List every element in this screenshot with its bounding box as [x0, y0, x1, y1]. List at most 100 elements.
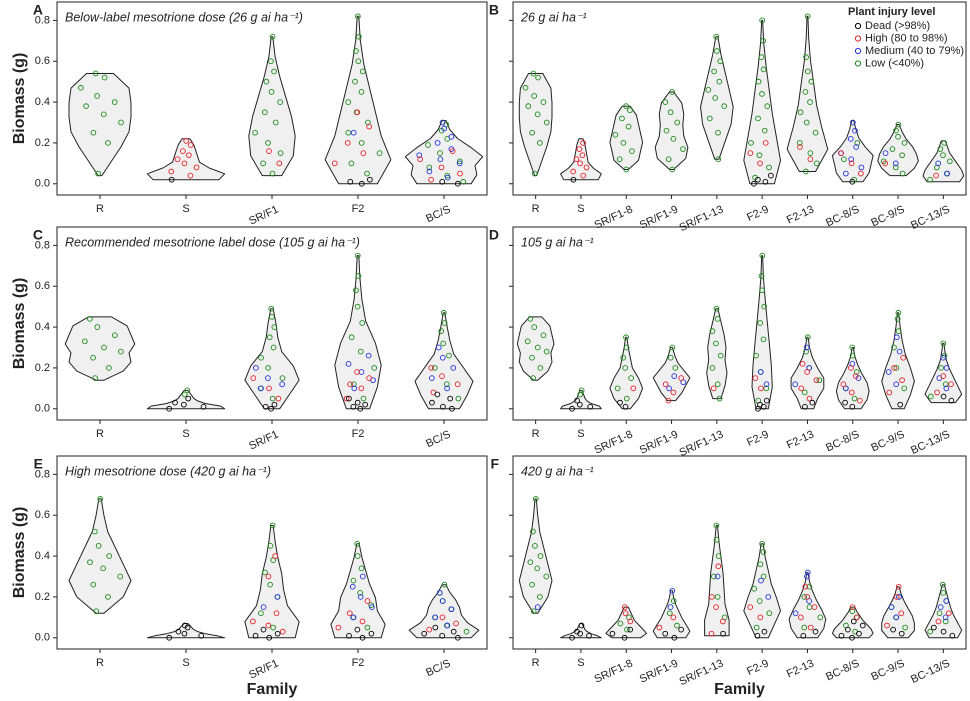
y-tick-label: 0.4: [35, 321, 50, 333]
data-point: [817, 614, 824, 621]
violin: [560, 389, 602, 410]
data-point: [350, 577, 357, 584]
violin: [408, 584, 480, 639]
data-point: [271, 401, 278, 408]
data-point: [439, 354, 446, 361]
data-point: [453, 620, 459, 627]
x-tick-label: SR/F1-9: [638, 657, 680, 685]
data-point: [357, 594, 364, 600]
data-point: [940, 354, 947, 361]
data-point: [710, 385, 717, 392]
data-point: [716, 395, 723, 402]
data-point: [937, 146, 944, 152]
data-point: [802, 583, 809, 590]
x-tick-label: S: [182, 657, 189, 669]
data-point: [937, 604, 944, 610]
data-point: [945, 610, 952, 617]
data-point: [751, 585, 758, 592]
violin: [786, 15, 829, 172]
data-point: [713, 604, 719, 610]
data-point: [269, 395, 276, 402]
violin: [560, 138, 602, 181]
x-tick-label: SR/F1-8: [593, 657, 635, 685]
data-point: [766, 610, 773, 617]
data-point: [270, 344, 277, 351]
data-point: [852, 127, 858, 134]
data-point: [578, 622, 585, 629]
data-point: [670, 135, 677, 142]
data-point: [849, 634, 855, 641]
panel-frame: [512, 1, 967, 196]
data-point: [889, 146, 896, 152]
data-point: [434, 140, 441, 146]
data-point: [813, 377, 820, 384]
data-point: [426, 626, 433, 633]
panel: C Recommended mesotrione label dose (105 …: [11, 226, 488, 453]
data-point: [757, 614, 764, 621]
data-point: [416, 152, 423, 159]
data-point: [838, 150, 845, 156]
data-point: [449, 405, 455, 412]
data-point: [762, 178, 769, 185]
data-point: [756, 598, 763, 604]
violin: [881, 312, 915, 410]
data-point: [764, 103, 771, 110]
data-point: [450, 628, 457, 635]
y-tick-label: 0.4: [35, 96, 50, 108]
data-point: [349, 583, 356, 590]
data-point: [187, 142, 194, 148]
data-point: [83, 103, 89, 110]
data-point: [439, 373, 445, 379]
data-point: [180, 148, 186, 154]
x-tick-label: R: [532, 203, 540, 215]
data-point: [354, 109, 361, 116]
data-point: [849, 178, 856, 185]
data-point: [627, 107, 633, 114]
data-point: [168, 176, 175, 183]
x-tick-label: F2-9: [745, 657, 771, 677]
data-point: [716, 78, 723, 85]
x-axis-label: Family: [247, 681, 298, 698]
data-point: [617, 399, 623, 406]
data-point: [798, 385, 805, 392]
data-point: [428, 365, 435, 371]
x-tick-label: S: [577, 657, 584, 669]
data-point: [940, 152, 946, 159]
panel-label: A: [33, 2, 43, 18]
data-point: [893, 614, 900, 621]
data-point: [935, 160, 942, 167]
y-tick-label: 0.8: [35, 14, 50, 26]
data-point: [97, 496, 104, 502]
data-point: [94, 324, 101, 330]
data-point: [656, 624, 663, 631]
data-point: [760, 573, 767, 580]
x-tick-label: SR/F1: [247, 657, 280, 681]
data-point: [886, 389, 893, 396]
data-point: [802, 89, 809, 95]
data-point: [100, 565, 106, 572]
data-point: [573, 156, 580, 163]
data-point: [543, 573, 550, 580]
data-point: [944, 170, 951, 177]
data-point: [366, 123, 372, 130]
data-point: [174, 156, 181, 163]
data-point: [761, 127, 768, 134]
data-point: [763, 381, 770, 388]
data-point: [811, 604, 818, 610]
data-point: [457, 170, 463, 177]
data-point: [354, 626, 361, 633]
data-point: [536, 140, 543, 146]
data-point: [849, 608, 856, 615]
data-point: [792, 610, 799, 617]
data-point: [892, 160, 899, 167]
data-point: [666, 610, 673, 617]
data-point: [747, 150, 754, 156]
violin: [64, 316, 136, 381]
data-point: [935, 618, 942, 625]
y-tick-label: 0.6: [35, 55, 50, 67]
data-point: [891, 365, 897, 371]
data-point: [622, 610, 629, 617]
violin: [922, 140, 965, 183]
data-point: [343, 395, 350, 402]
data-point: [448, 606, 455, 613]
